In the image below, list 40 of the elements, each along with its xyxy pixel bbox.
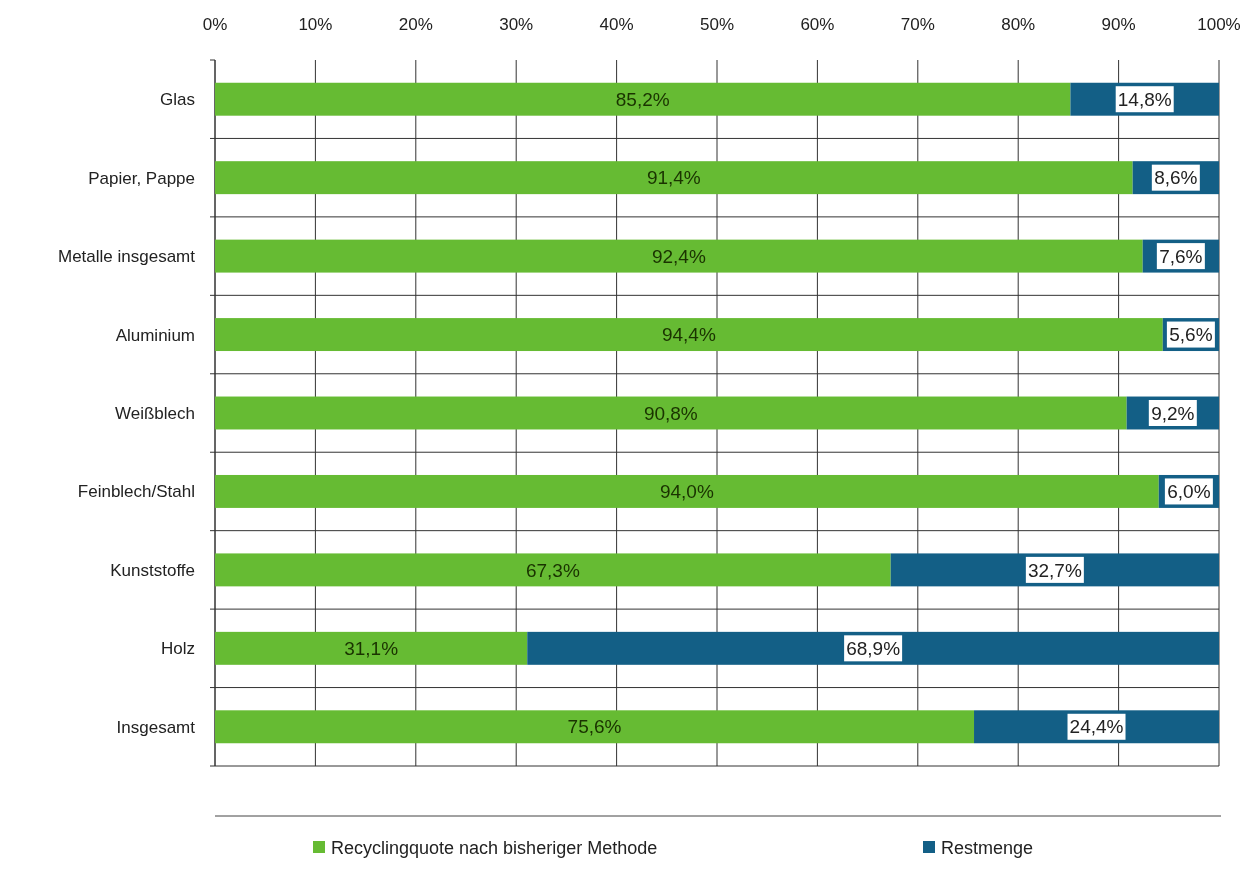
legend-label: Recyclingquote nach bisheriger Methode bbox=[331, 838, 658, 859]
y-tick-label: Papier, Pappe bbox=[88, 168, 195, 188]
data-label: 75,6% bbox=[567, 716, 622, 738]
data-label: 67,3% bbox=[525, 559, 580, 581]
data-label: 8,6% bbox=[1154, 167, 1198, 189]
x-tick-label: 50% bbox=[699, 15, 735, 34]
data-label: 90,8% bbox=[643, 402, 698, 424]
y-tick-label: Kunststoffe bbox=[110, 560, 195, 580]
data-label: 94,0% bbox=[659, 481, 714, 503]
y-tick-label: Insgesamt bbox=[116, 717, 196, 737]
legend-label: Restmenge bbox=[941, 838, 1034, 859]
data-label: 32,7% bbox=[1027, 559, 1082, 581]
y-tick-label: Weißblech bbox=[115, 403, 195, 423]
x-tick-label: 70% bbox=[900, 15, 935, 34]
data-label: 6,0% bbox=[1167, 481, 1211, 503]
data-label: 68,9% bbox=[846, 637, 901, 659]
x-tick-label: 0% bbox=[202, 15, 228, 34]
data-label: 5,6% bbox=[1169, 324, 1213, 346]
y-tick-label: Holz bbox=[160, 639, 195, 659]
x-tick-label: 100% bbox=[1197, 15, 1241, 34]
data-label: 24,4% bbox=[1069, 716, 1124, 738]
x-tick-label: 90% bbox=[1101, 15, 1136, 34]
y-tick-label: Aluminium bbox=[115, 325, 195, 345]
y-tick-label: Feinblech/Stahl bbox=[77, 482, 195, 502]
data-label: 14,8% bbox=[1117, 88, 1172, 110]
data-label: 94,4% bbox=[661, 324, 716, 346]
y-tick-label: Metalle insgesamt bbox=[57, 247, 196, 267]
data-label: 9,2% bbox=[1151, 402, 1195, 424]
data-label: 92,4% bbox=[651, 245, 706, 267]
y-tick-label: Glas bbox=[160, 90, 195, 110]
x-tick-label: 80% bbox=[1001, 15, 1036, 34]
x-tick-label: 30% bbox=[499, 15, 534, 34]
data-label: 31,1% bbox=[344, 637, 399, 659]
x-tick-label: 10% bbox=[298, 15, 333, 34]
data-label: 85,2% bbox=[615, 88, 670, 110]
data-label: 91,4% bbox=[646, 167, 701, 189]
data-label: 7,6% bbox=[1159, 245, 1203, 267]
x-tick-label: 40% bbox=[599, 15, 634, 34]
x-tick-label: 60% bbox=[800, 15, 835, 34]
x-tick-label: 20% bbox=[398, 15, 433, 34]
